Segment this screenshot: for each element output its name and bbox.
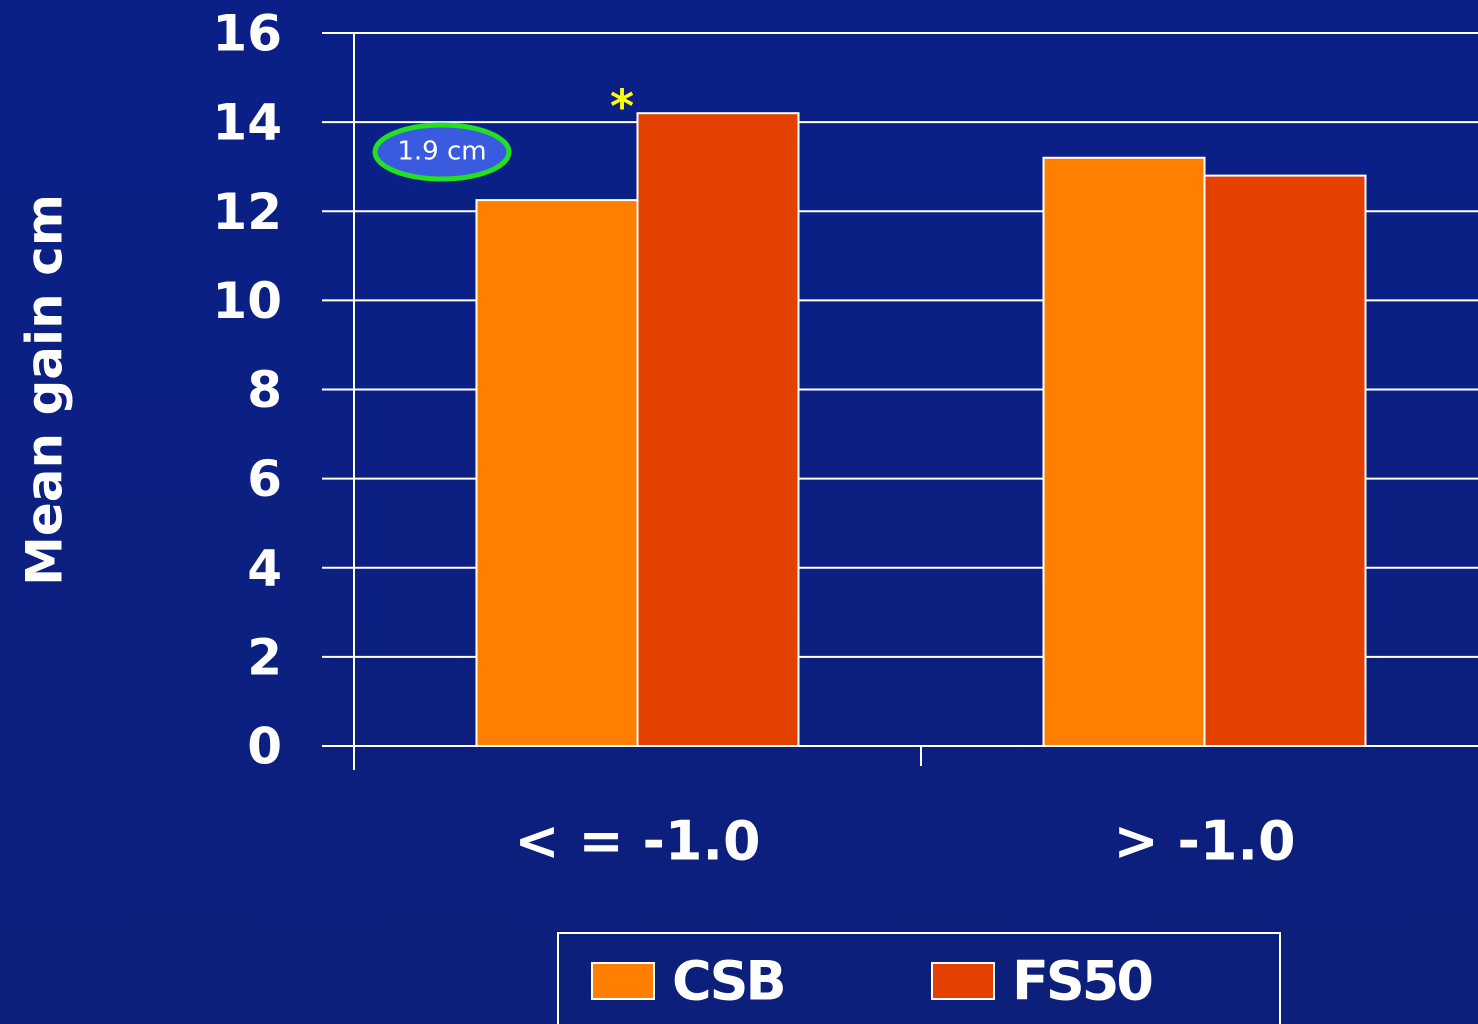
annotation-star: * (610, 80, 634, 134)
y-tick-label: 16 (212, 5, 282, 63)
legend-swatch (591, 962, 655, 1000)
bar (636, 112, 800, 747)
y-tick-label: 10 (212, 272, 282, 330)
y-tick-label: 4 (247, 539, 282, 597)
y-tick-label: 2 (247, 628, 282, 686)
y-tick-label: 6 (247, 450, 282, 508)
y-tick-label: 14 (212, 94, 282, 152)
y-tick-label: 0 (247, 718, 282, 776)
y-axis-label: Mean gain cm (16, 194, 74, 586)
legend-label: CSB (672, 950, 784, 1013)
bar (1042, 156, 1206, 747)
annotation-label: 1.9 cm (397, 137, 486, 167)
bar (1203, 174, 1367, 748)
legend-box (557, 932, 1281, 1024)
y-tick-label: 8 (247, 361, 282, 419)
x-tick-label: > -1.0 (1113, 810, 1295, 873)
annotation-ellipse (372, 122, 512, 182)
x-tick-label: < = -1.0 (514, 810, 760, 873)
y-tick-label: 12 (212, 183, 282, 241)
legend-swatch (931, 962, 995, 1000)
legend-label: FS50 (1012, 950, 1151, 1013)
bar (475, 199, 639, 747)
